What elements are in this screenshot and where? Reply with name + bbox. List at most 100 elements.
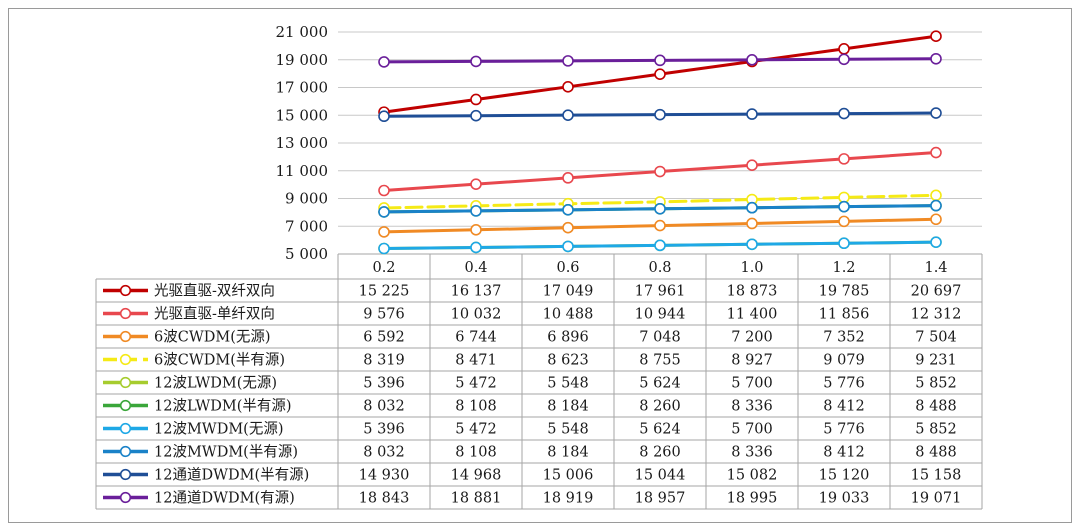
table-cell-value: 6 592	[363, 330, 405, 346]
data-point	[562, 172, 574, 184]
legend-label: 12波LWDM(无源)	[154, 375, 277, 392]
data-point	[470, 178, 482, 190]
y-tick-label: 11 000	[276, 162, 329, 180]
y-tick-label: 7 000	[285, 217, 328, 235]
table-cell-value: 12 312	[911, 307, 962, 323]
data-point	[930, 213, 942, 226]
legend-label: 光驱直驱-双纤双向	[154, 283, 275, 300]
table-cell-value: 8 471	[455, 353, 497, 369]
table-cell-value: 19 785	[819, 284, 870, 300]
legend-label: 6波CWDM(无源)	[154, 329, 271, 346]
legend-label: 12波LWDM(半有源)	[154, 398, 292, 415]
data-point	[470, 205, 482, 217]
table-cell-value: 5 472	[455, 376, 497, 392]
data-point	[838, 200, 850, 213]
table-cell-value: 7 048	[639, 330, 681, 346]
table-row: 12波MWDM(半有源) 8 032 8 108 8 184 8 260 8 336 8 4…	[103, 444, 957, 461]
data-point	[470, 55, 482, 68]
table-cell-value: 5 852	[915, 376, 957, 392]
table-row: 12波LWDM(半有源) 8 032 8 108 8 184 8 260 8 336 8 4…	[103, 398, 957, 415]
data-point	[470, 93, 482, 106]
legend-swatch-marker	[119, 353, 132, 366]
table-row: 6波CWDM(半有源) 8 319 8 471 8 623 8 755 8 927 9 07…	[103, 352, 957, 369]
table-cell-value: 8 488	[915, 445, 957, 461]
series-group	[378, 30, 942, 255]
x-category-label: 0.4	[464, 260, 487, 276]
data-point	[930, 146, 942, 159]
data-point	[562, 240, 574, 253]
data-point	[654, 202, 666, 215]
table-cell-value: 5 776	[823, 422, 865, 438]
data-point	[470, 241, 482, 254]
table-cell-value: 5 700	[731, 376, 773, 392]
table-cell-value: 8 412	[823, 445, 865, 461]
table-cell-value: 16 137	[451, 284, 502, 300]
table-cell-value: 18 873	[727, 284, 778, 300]
table-row: 光驱直驱-双纤双向 15 225 16 137 17 049 17 961 18 873 1…	[103, 283, 961, 300]
data-point	[746, 159, 758, 171]
y-tick-label: 19 000	[276, 51, 329, 69]
data-point	[562, 109, 574, 121]
table-cell-value: 7 200	[731, 330, 773, 346]
table-cell-value: 8 336	[731, 399, 773, 415]
data-point	[470, 224, 482, 236]
table-cell-value: 18 995	[727, 491, 778, 507]
table-cell-value: 14 930	[359, 468, 410, 484]
table-cell-value: 5 700	[731, 422, 773, 438]
table-cell-value: 17 961	[635, 284, 686, 300]
data-point	[470, 109, 482, 122]
table-row: 12波MWDM(无源) 5 396 5 472 5 548 5 624 5 700 5 77…	[103, 421, 957, 438]
table-cell-value: 15 120	[819, 468, 870, 484]
table-cell-value: 9 576	[363, 307, 405, 323]
table-cell-value: 15 082	[727, 468, 778, 484]
x-category-label: 0.2	[372, 260, 395, 276]
y-tick-label: 21 000	[276, 23, 329, 41]
data-point	[930, 189, 942, 202]
table-cell-value: 15 225	[359, 284, 410, 300]
data-point	[654, 54, 666, 67]
table-cell-value: 7 504	[915, 330, 957, 346]
data-point	[930, 199, 942, 212]
table-cell-value: 9 079	[823, 353, 865, 369]
table-cell-value: 8 623	[547, 353, 589, 369]
data-point	[562, 81, 574, 93]
data-point	[654, 68, 666, 80]
data-point	[378, 184, 390, 197]
data-point	[562, 55, 574, 67]
legend-swatch-marker	[119, 376, 132, 389]
table-cell-value: 6 896	[547, 330, 589, 346]
data-table: 0.2 0.4 0.6 0.8 1.0 1.2 1.4 光驱直驱-双纤双向 15 225 16 1…	[95, 253, 983, 510]
series	[378, 236, 942, 255]
data-point	[930, 52, 942, 65]
data-point	[930, 30, 942, 43]
series	[378, 146, 942, 197]
y-tick-label: 17 000	[276, 79, 329, 97]
table-cell-value: 5 624	[639, 422, 681, 438]
table-cell-value: 15 044	[635, 468, 686, 484]
y-tick-label: 5 000	[285, 245, 328, 263]
x-category-label: 0.8	[648, 260, 671, 276]
data-point	[930, 107, 942, 119]
data-point	[654, 239, 666, 252]
table-cell-value: 18 957	[635, 491, 686, 507]
data-point	[746, 108, 758, 120]
table-cell-value: 11 400	[727, 307, 778, 323]
table-cell-value: 8 032	[363, 445, 405, 461]
data-point	[838, 237, 850, 250]
legend-swatch-marker	[119, 284, 132, 297]
data-point	[378, 226, 390, 238]
data-point	[746, 238, 758, 251]
table-row: 6波CWDM(无源) 6 592 6 744 6 896 7 048 7 200 7 352…	[103, 329, 957, 346]
data-point	[378, 242, 390, 255]
legend-label: 光驱直驱-单纤双向	[154, 306, 275, 323]
data-point	[654, 165, 666, 178]
series	[378, 30, 942, 118]
table-cell-value: 8 412	[823, 399, 865, 415]
table-cell-value: 8 260	[639, 399, 681, 415]
data-point	[930, 236, 942, 248]
legend-swatch-marker	[119, 491, 132, 504]
table-cell-value: 20 697	[911, 284, 962, 300]
data-point	[746, 201, 758, 214]
legend-swatch-marker	[119, 445, 132, 458]
